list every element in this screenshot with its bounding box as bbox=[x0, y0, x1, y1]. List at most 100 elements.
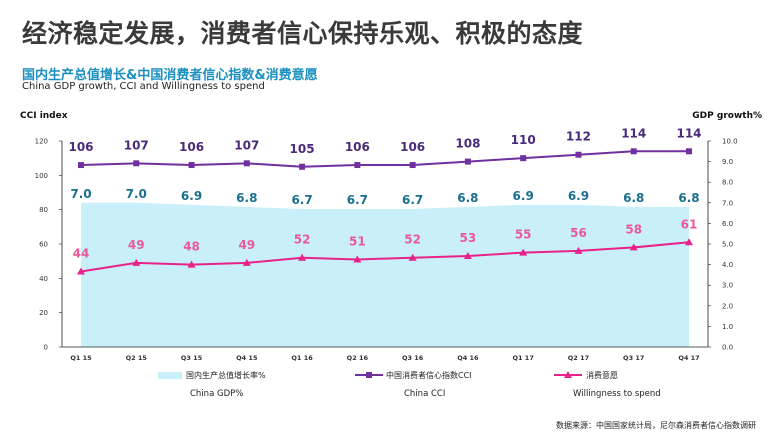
cci-point bbox=[133, 160, 140, 167]
cci-point bbox=[630, 148, 637, 155]
cci-data-label: 114 bbox=[621, 126, 646, 140]
cci-data-label: 108 bbox=[455, 137, 480, 151]
willingness-data-label: 58 bbox=[625, 222, 642, 236]
willingness-point bbox=[629, 243, 638, 251]
source-note: 数据来源：中国国家统计局，尼尔森消费者信心指数调研 bbox=[556, 420, 756, 430]
y-right-tick-label: 4.0 bbox=[722, 261, 733, 269]
legend-cci-label: 中国消费者信心指数CCI bbox=[386, 370, 472, 380]
cci-point bbox=[243, 160, 250, 167]
cci-data-label: 107 bbox=[234, 138, 259, 152]
x-category-label: Q4 16 bbox=[457, 354, 479, 362]
y-right-tick-label: 1.0 bbox=[722, 323, 733, 331]
x-category-label: Q1 16 bbox=[291, 354, 313, 362]
willingness-data-label: 51 bbox=[349, 234, 366, 248]
x-category-label: Q4 15 bbox=[236, 354, 258, 362]
chart-subtitle-cn: 国内生产总值增长&中国消费者信心指数&消费意愿 bbox=[22, 68, 318, 83]
willingness-data-label: 44 bbox=[73, 246, 90, 260]
x-category-label: Q4 17 bbox=[678, 354, 699, 362]
willingness-point bbox=[574, 246, 583, 254]
gdp-data-label: 6.7 bbox=[347, 193, 368, 207]
gdp-data-label: 6.8 bbox=[236, 191, 257, 205]
legend-willingness-label-en: Willingness to spend bbox=[573, 389, 661, 399]
cci-point bbox=[188, 162, 195, 169]
y-right-tick-label: 7.0 bbox=[722, 199, 733, 207]
x-category-label: Q3 16 bbox=[402, 354, 424, 362]
y-left-axis-title: CCI index bbox=[20, 111, 68, 121]
headline: 经济稳定发展，消费者信心保持乐观、积极的态度 bbox=[22, 19, 584, 48]
gdp-data-label: 6.7 bbox=[402, 193, 423, 207]
willingness-point bbox=[242, 258, 251, 266]
cci-data-label: 110 bbox=[511, 133, 536, 147]
x-category-label: Q3 17 bbox=[623, 354, 644, 362]
y-left-tick-label: 20 bbox=[39, 309, 48, 317]
y-left-tick-label: 0 bbox=[44, 344, 48, 352]
cci-data-label: 114 bbox=[676, 126, 701, 140]
cci-data-label: 112 bbox=[566, 130, 591, 144]
y-right-tick-label: 8.0 bbox=[722, 179, 733, 187]
willingness-data-label: 52 bbox=[294, 233, 311, 247]
willingness-point bbox=[519, 248, 528, 256]
cci-data-label: 106 bbox=[345, 140, 370, 154]
willingness-point bbox=[353, 255, 362, 263]
cci-line bbox=[80, 150, 689, 168]
x-category-label: Q3 15 bbox=[181, 354, 203, 362]
gdp-data-label: 6.8 bbox=[623, 191, 644, 205]
cci-point bbox=[354, 162, 361, 169]
willingness-point bbox=[187, 260, 196, 268]
gdp-data-label: 7.0 bbox=[126, 187, 147, 201]
cci-point bbox=[520, 155, 527, 162]
willingness-data-label: 52 bbox=[404, 233, 421, 247]
willingness-point bbox=[408, 253, 417, 261]
y-left-tick-label: 40 bbox=[39, 275, 48, 283]
willingness-point bbox=[77, 267, 85, 275]
gdp-data-label: 6.8 bbox=[457, 191, 478, 205]
gdp-data-label: 6.9 bbox=[568, 189, 589, 203]
gdp-area bbox=[81, 202, 689, 347]
y-right-axis-title: GDP growth% bbox=[692, 111, 762, 121]
willingness-data-label: 61 bbox=[681, 217, 698, 231]
legend-cci-marker bbox=[366, 372, 372, 378]
willingness-point bbox=[463, 252, 472, 260]
cci-data-label: 105 bbox=[290, 142, 315, 156]
y-right-tick-label: 9.0 bbox=[722, 158, 733, 166]
willingness-data-label: 55 bbox=[515, 228, 532, 242]
gdp-data-label: 6.8 bbox=[678, 191, 699, 205]
y-right-tick-label: 10.0 bbox=[722, 138, 738, 146]
y-right-tick-label: 5.0 bbox=[722, 241, 733, 249]
legend-gdp-label-en: China GDP% bbox=[190, 389, 243, 399]
cci-point bbox=[299, 163, 306, 170]
willingness-point bbox=[298, 253, 307, 261]
x-category-label: Q1 17 bbox=[513, 354, 534, 362]
x-category-label: Q2 16 bbox=[347, 354, 369, 362]
legend-willingness-marker bbox=[564, 371, 572, 378]
chart-subtitle-en: China GDP growth, CCI and Willingness to… bbox=[22, 81, 265, 92]
y-right-tick-label: 0.0 bbox=[722, 344, 733, 352]
legend-gdp-swatch bbox=[158, 372, 182, 379]
legend-gdp-label: 国内生产总值增长率% bbox=[186, 370, 266, 380]
gdp-data-label: 7.0 bbox=[70, 187, 91, 201]
cci-point bbox=[409, 162, 416, 169]
willingness-data-label: 49 bbox=[128, 238, 145, 252]
cci-data-label: 106 bbox=[179, 140, 204, 154]
y-left-tick-label: 100 bbox=[35, 172, 48, 180]
x-category-label: Q1 15 bbox=[70, 354, 92, 362]
gdp-data-label: 6.7 bbox=[291, 193, 312, 207]
cci-point bbox=[686, 148, 692, 155]
willingness-data-label: 48 bbox=[183, 240, 200, 254]
legend-cci-label-en: China CCI bbox=[404, 389, 445, 399]
cci-point bbox=[464, 158, 471, 165]
gdp-data-label: 6.9 bbox=[181, 189, 202, 203]
willingness-line bbox=[80, 241, 690, 273]
willingness-point bbox=[132, 258, 141, 266]
legend-willingness-label: 消费意愿 bbox=[586, 370, 618, 380]
x-category-label: Q2 17 bbox=[568, 354, 589, 362]
gdp-data-label: 6.9 bbox=[513, 189, 534, 203]
willingness-data-label: 56 bbox=[570, 226, 587, 240]
cci-data-label: 106 bbox=[400, 140, 425, 154]
y-right-tick-label: 2.0 bbox=[722, 302, 733, 310]
willingness-data-label: 53 bbox=[460, 231, 477, 245]
y-left-tick-label: 120 bbox=[35, 138, 48, 146]
y-right-tick-label: 6.0 bbox=[722, 220, 733, 228]
y-left-tick-label: 80 bbox=[39, 206, 48, 214]
